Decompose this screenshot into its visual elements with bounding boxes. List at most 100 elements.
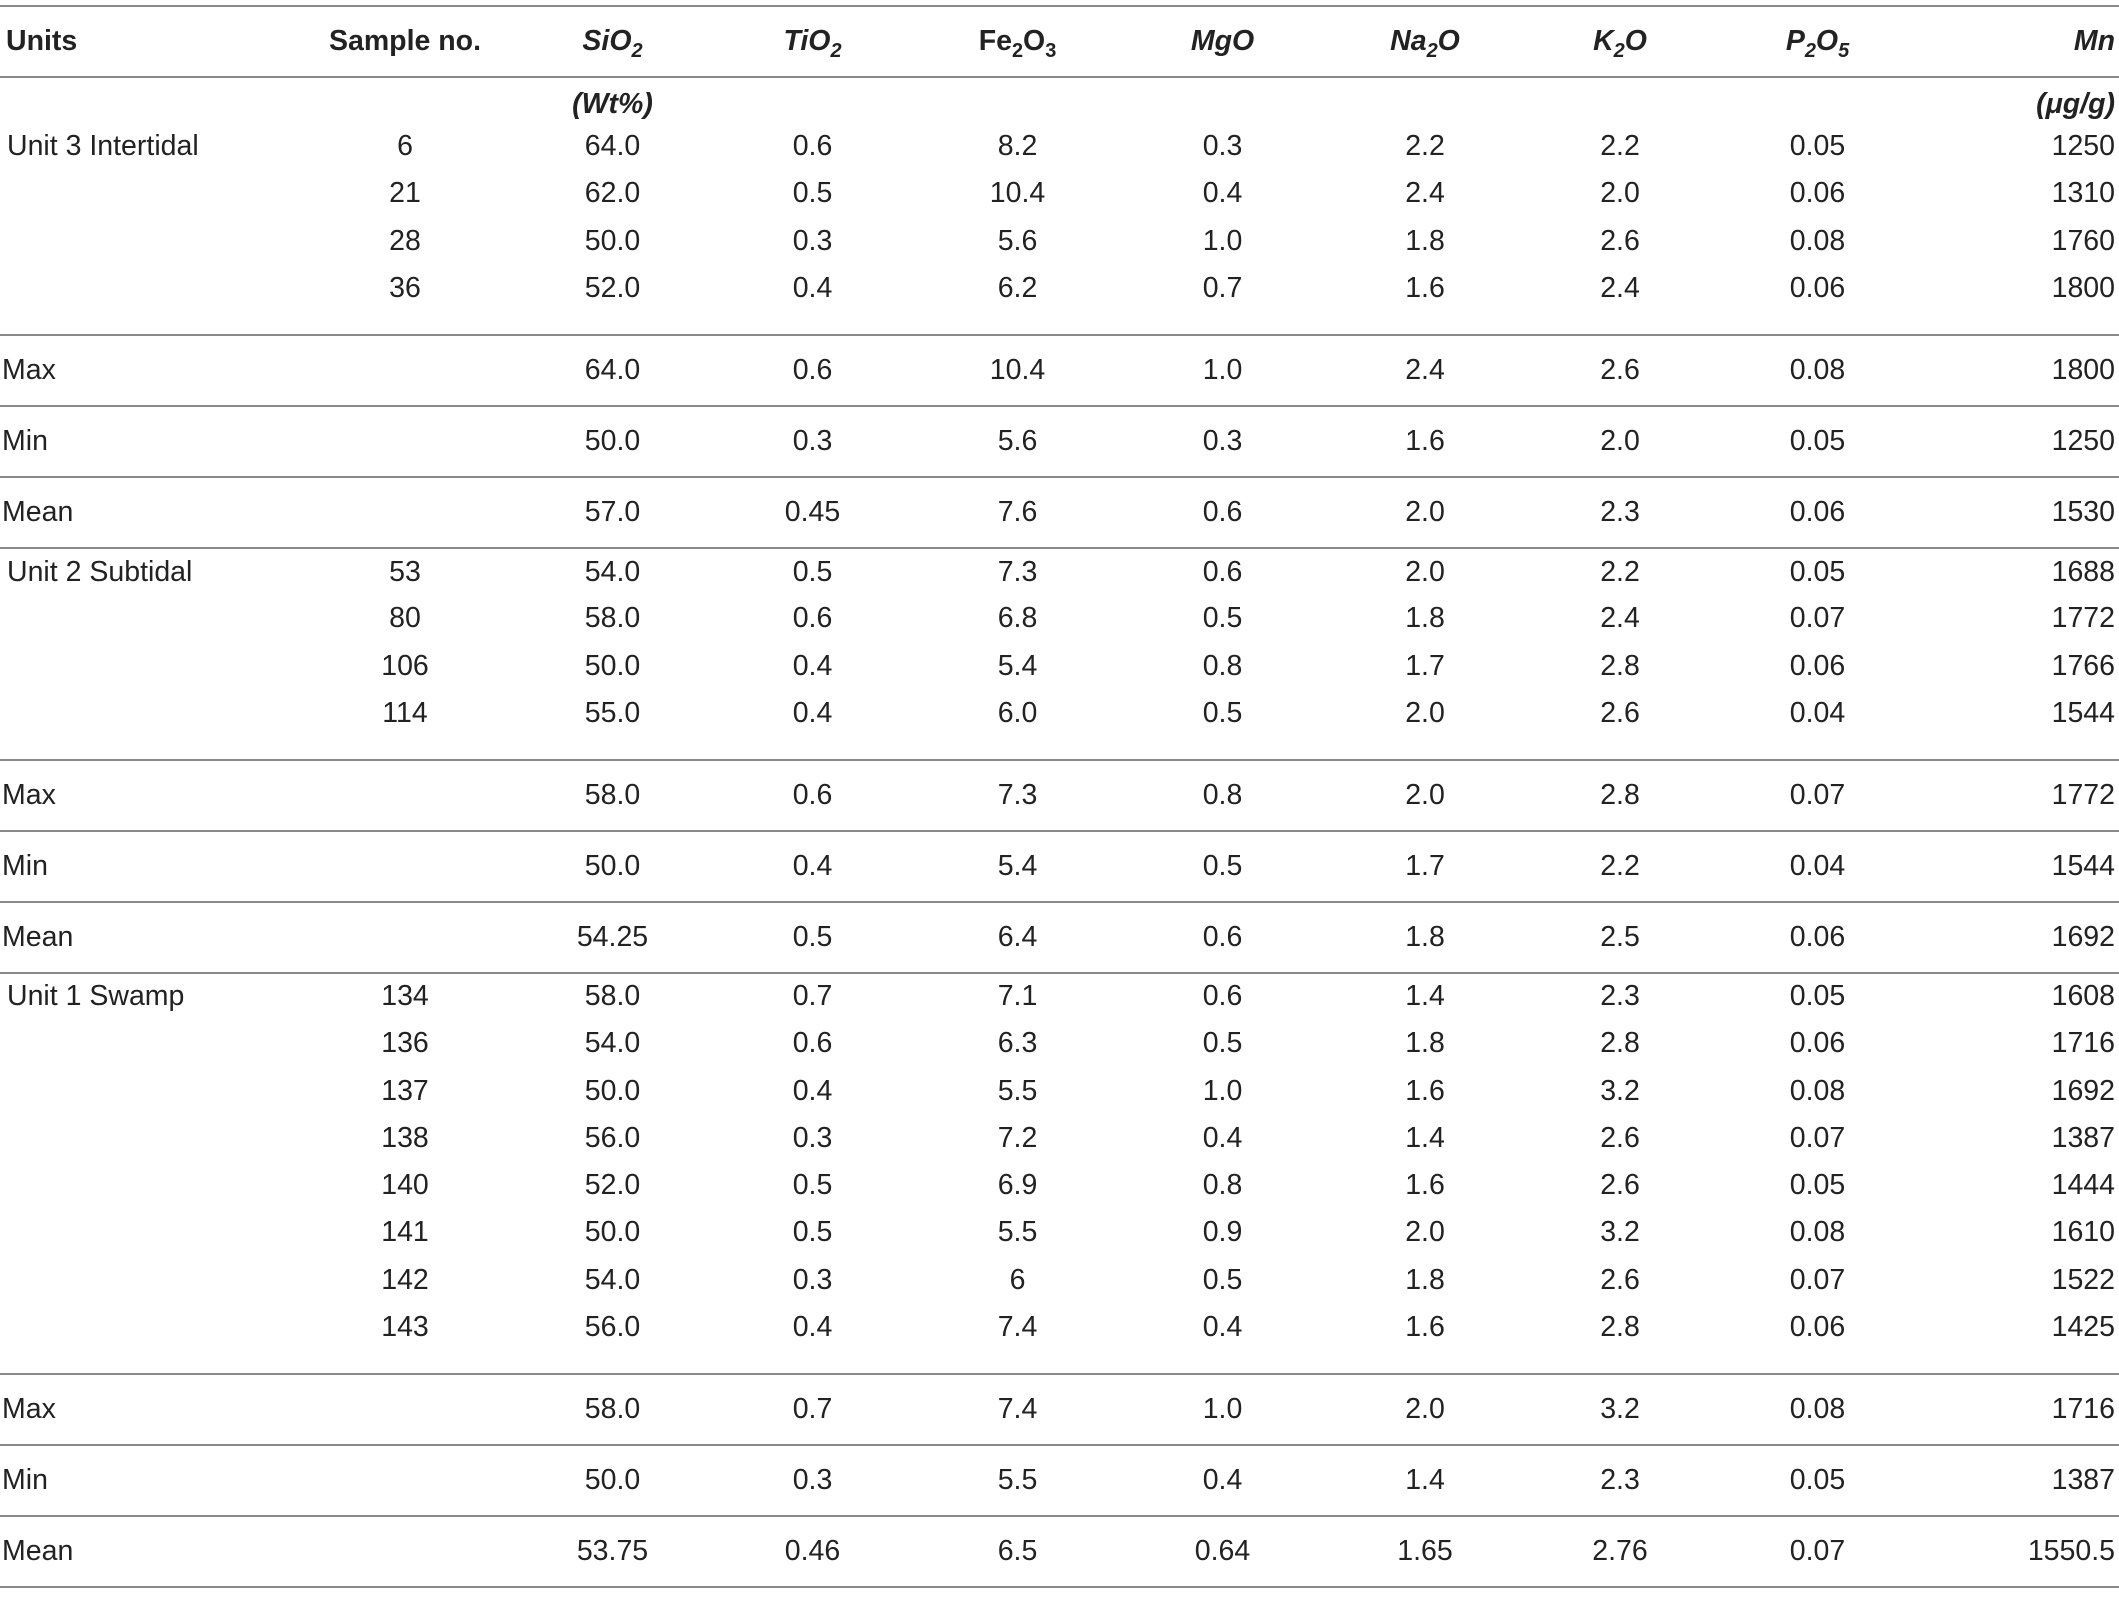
header-k2o: K2O xyxy=(1530,5,1710,78)
sample-no-cell: 143 xyxy=(381,1310,429,1343)
empty-cell xyxy=(300,900,510,973)
mn-stat-cell: 1530 xyxy=(1925,475,2119,548)
table-row: 140 52.0 0.5 6.9 0.8 1.6 2.6 0.05 1444 xyxy=(0,1162,2119,1209)
empty-cell xyxy=(300,404,510,477)
tio2-stat-cell: 0.3 xyxy=(715,404,910,477)
empty-cell xyxy=(300,1443,510,1516)
header-units: Units xyxy=(0,5,300,78)
unit-label: Unit 3 Intertidal xyxy=(7,130,199,163)
table-row: 137 50.0 0.4 5.5 1.0 1.6 3.2 0.08 1692 xyxy=(0,1067,2119,1114)
p2o5-stat-cell: 0.08 xyxy=(1710,1372,1925,1445)
table-body: (Wt%) (μg/g) Unit 3 Intertidal 6 64.0 0.6 8.… xyxy=(0,77,2119,1588)
tio2-cell: 0.3 xyxy=(792,1121,833,1154)
header-mgo: MgO xyxy=(1125,5,1320,78)
tio2-stat-cell: 0.6 xyxy=(715,333,910,406)
tio2-cell: 0.3 xyxy=(792,1263,833,1296)
sio2-cell: 54.0 xyxy=(584,1263,641,1296)
na2o-cell: 2.0 xyxy=(1320,546,1530,596)
k2o-cell: 2.6 xyxy=(1600,1263,1640,1296)
sio2-cell: 52.0 xyxy=(584,271,641,304)
mn-cell: 1760 xyxy=(2051,224,2115,257)
stat-row-max: Max 64.0 0.6 10.4 1.0 2.4 2.6 0.08 1800 xyxy=(0,333,2119,406)
k2o-stat-cell: 2.2 xyxy=(1530,829,1710,902)
fe2o3-cell: 5.6 xyxy=(997,224,1038,257)
sio2-stat-cell: 57.0 xyxy=(510,475,715,548)
k2o-cell: 2.6 xyxy=(1600,1169,1640,1202)
mgo-stat-cell: 0.8 xyxy=(1125,758,1320,831)
k2o-cell: 2.4 xyxy=(1600,271,1640,304)
k2o-stat-cell: 3.2 xyxy=(1530,1372,1710,1445)
fe2o3-cell: 5.5 xyxy=(997,1216,1038,1249)
k2o-cell: 2.0 xyxy=(1600,177,1640,210)
fe2o3-cell: 5.5 xyxy=(997,1074,1038,1107)
fe2o3-stat-cell: 7.4 xyxy=(910,1372,1125,1445)
sio2-stat-cell: 58.0 xyxy=(510,1372,715,1445)
sio2-stat-cell: 64.0 xyxy=(510,333,715,406)
mgo-stat-cell: 0.64 xyxy=(1125,1514,1320,1588)
fe2o3-stat-cell: 6.5 xyxy=(910,1514,1125,1588)
stat-row-max: Max 58.0 0.6 7.3 0.8 2.0 2.8 0.07 1772 xyxy=(0,758,2119,831)
k2o-stat-cell: 2.0 xyxy=(1530,404,1710,477)
sio2-cell: 56.0 xyxy=(584,1310,641,1343)
unit-cell xyxy=(0,690,300,760)
unit-label: Unit 1 Swamp xyxy=(0,971,300,1021)
k2o-cell: 2.8 xyxy=(1600,649,1640,682)
unit-cell xyxy=(0,1304,300,1374)
tio2-cell: 0.4 xyxy=(792,1074,833,1107)
mgo-cell: 0.8 xyxy=(1202,649,1243,682)
stat-row-mean: Mean 57.0 0.45 7.6 0.6 2.0 2.3 0.06 1530 xyxy=(0,475,2119,548)
empty-cell xyxy=(300,758,510,831)
tio2-cell: 0.6 xyxy=(792,1027,833,1060)
stat-label: Max xyxy=(0,333,300,406)
mgo-cell: 0.8 xyxy=(1202,1169,1243,1202)
p2o5-stat-cell: 0.07 xyxy=(1710,1514,1925,1588)
sio2-stat-cell: 58.0 xyxy=(510,758,715,831)
fe2o3-cell: 8.2 xyxy=(997,130,1038,163)
na2o-cell: 1.4 xyxy=(1320,971,1530,1021)
tio2-stat-cell: 0.7 xyxy=(715,1372,910,1445)
mn-cell: 1444 xyxy=(2051,1169,2115,1202)
table-row: 138 56.0 0.3 7.2 0.4 1.4 2.6 0.07 1387 xyxy=(0,1115,2119,1162)
sio2-cell: 50.0 xyxy=(584,1216,641,1249)
k2o-stat-cell: 2.3 xyxy=(1530,475,1710,548)
k2o-cell: 2.6 xyxy=(1600,224,1640,257)
mn-stat-cell: 1800 xyxy=(1925,333,2119,406)
mgo-cell: 1.0 xyxy=(1202,224,1243,257)
fe2o3-cell: 6.3 xyxy=(997,1027,1038,1060)
unit-cell xyxy=(0,1257,300,1304)
fe2o3-cell: 6.9 xyxy=(997,1169,1038,1202)
p2o5-cell: 0.06 xyxy=(1789,1310,1846,1343)
p2o5-cell: 0.05 xyxy=(1789,130,1846,163)
k2o-cell: 2.3 xyxy=(1530,971,1710,1021)
mgo-stat-cell: 0.3 xyxy=(1125,404,1320,477)
empty-cell xyxy=(300,1514,510,1588)
fe2o3-stat-cell: 7.6 xyxy=(910,475,1125,548)
mgo-stat-cell: 0.6 xyxy=(1125,900,1320,973)
fe2o3-stat-cell: 5.5 xyxy=(910,1443,1125,1516)
sample-no-cell: 137 xyxy=(381,1074,429,1107)
unit-cell xyxy=(0,218,300,265)
stat-label: Min xyxy=(0,1443,300,1516)
mgo-stat-cell: 1.0 xyxy=(1125,333,1320,406)
mn-stat-cell: 1550.5 xyxy=(1925,1514,2119,1588)
sample-no-cell: 21 xyxy=(389,177,421,210)
sio2-cell: 54.0 xyxy=(510,546,715,596)
p2o5-stat-cell: 0.06 xyxy=(1710,475,1925,548)
k2o-cell: 2.4 xyxy=(1600,602,1640,635)
k2o-stat-cell: 2.5 xyxy=(1530,900,1710,973)
fe2o3-cell: 7.3 xyxy=(910,546,1125,596)
fe2o3-cell: 5.4 xyxy=(997,649,1038,682)
na2o-cell: 2.4 xyxy=(1405,177,1445,210)
mgo-stat-cell: 1.0 xyxy=(1125,1372,1320,1445)
p2o5-stat-cell: 0.04 xyxy=(1710,829,1925,902)
mgo-cell: 0.6 xyxy=(1125,971,1320,1021)
na2o-cell: 1.8 xyxy=(1405,1263,1445,1296)
stat-row-min: Min 50.0 0.3 5.6 0.3 1.6 2.0 0.05 1250 xyxy=(0,404,2119,477)
mn-cell: 1310 xyxy=(2051,177,2115,210)
sio2-cell: 55.0 xyxy=(584,696,641,729)
fe2o3-stat-cell: 10.4 xyxy=(910,333,1125,406)
fe2o3-cell: 7.1 xyxy=(910,971,1125,1021)
p2o5-cell: 0.07 xyxy=(1789,602,1846,635)
header-sio2: SiO2 xyxy=(510,5,715,78)
table-row: Unit 3 Intertidal 6 64.0 0.6 8.2 0.3 2.2 2.2 0.0… xyxy=(0,123,2119,170)
